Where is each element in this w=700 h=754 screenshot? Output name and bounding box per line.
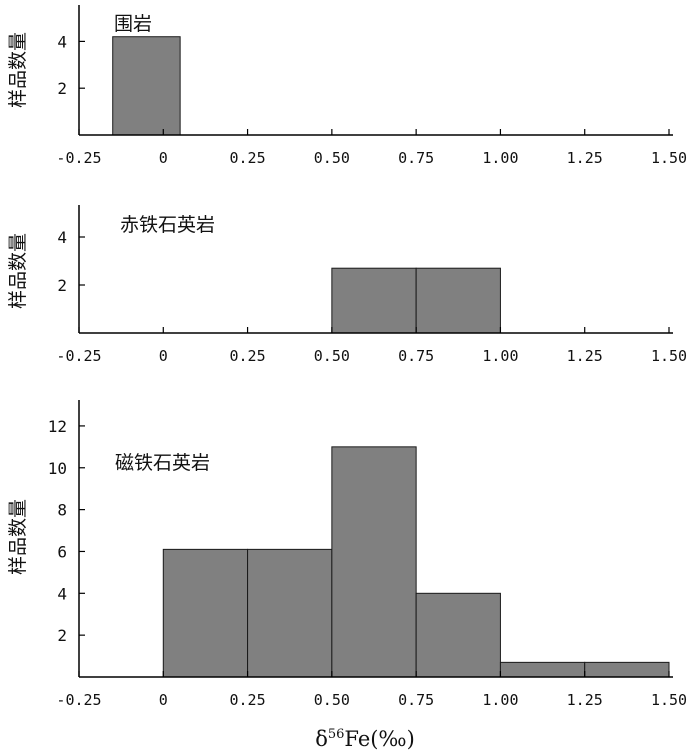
x-tick-label: 1.25 <box>567 691 603 709</box>
x-tick-label: 1.25 <box>567 149 603 167</box>
x-tick-label: 1.00 <box>482 149 518 167</box>
y-tick-label: 2 <box>57 79 67 98</box>
x-tick-label: -0.25 <box>56 347 101 365</box>
histogram-bar <box>415 592 501 678</box>
x-tick-label: -0.25 <box>56 691 101 709</box>
y-tick-label: 4 <box>57 32 67 51</box>
y-axis-label: 样品数量 <box>7 233 29 309</box>
y-axis-label: 样品数量 <box>7 32 29 108</box>
x-tick-label: 1.50 <box>651 691 687 709</box>
panel-2: -0.25 0 0.25 0.50 0.75 1.00 1.25 1.50 2 4 样品数量 赤铁石英… <box>7 205 687 365</box>
y-tick-label: 12 <box>48 417 67 436</box>
x-tick-label: 0.75 <box>398 691 434 709</box>
panel-3: -0.25 0 0.25 0.50 0.75 1.00 1.25 1.50 2 4 6 8 10 12 样品… <box>7 400 687 751</box>
y-tick-label: 10 <box>48 459 67 478</box>
x-tick-label: 0.75 <box>398 149 434 167</box>
x-tick-label: 0.50 <box>314 149 350 167</box>
panel-title: 围岩 <box>114 13 152 35</box>
histogram-bar <box>331 446 417 678</box>
x-tick-label: 0 <box>159 149 168 167</box>
y-tick-label: 2 <box>57 626 67 645</box>
x-tick-label: -0.25 <box>56 149 101 167</box>
x-tick-label: 0 <box>159 347 168 365</box>
x-tick-label: 0.50 <box>314 347 350 365</box>
x-tick-label: 1.50 <box>651 347 687 365</box>
x-tick-label: 1.00 <box>482 347 518 365</box>
histogram-bar <box>584 661 670 678</box>
y-tick-label: 4 <box>57 584 67 603</box>
histogram-bar <box>247 548 333 678</box>
histogram-bar <box>162 548 249 678</box>
panel-1: -0.25 0 0.25 0.50 0.75 1.00 1.25 1.50 2 4 样品数量 围岩 <box>7 5 687 167</box>
histogram-bar <box>415 267 501 334</box>
x-tick-label: 0.25 <box>230 691 266 709</box>
panel-title: 磁铁石英岩 <box>115 452 210 474</box>
x-tick-label: 1.50 <box>651 149 687 167</box>
y-tick-label: 8 <box>57 501 67 520</box>
x-tick-label: 0.25 <box>230 149 266 167</box>
x-axis-label: δ56Fe(‰) <box>315 727 415 751</box>
histogram-bar <box>499 661 586 678</box>
x-tick-label: 0 <box>159 691 168 709</box>
y-tick-label: 2 <box>57 276 67 295</box>
x-tick-label: 0.75 <box>398 347 434 365</box>
x-tick-label: 1.25 <box>567 347 603 365</box>
y-axis-label: 样品数量 <box>7 499 29 575</box>
x-tick-label: 0.50 <box>314 691 350 709</box>
y-tick-label: 6 <box>57 542 67 561</box>
histogram-bar <box>331 267 417 334</box>
x-tick-label: 1.00 <box>482 691 518 709</box>
panel-title: 赤铁石英岩 <box>120 214 215 236</box>
histogram-bar <box>112 36 181 136</box>
y-tick-label: 4 <box>57 228 67 247</box>
x-tick-label: 0.25 <box>230 347 266 365</box>
